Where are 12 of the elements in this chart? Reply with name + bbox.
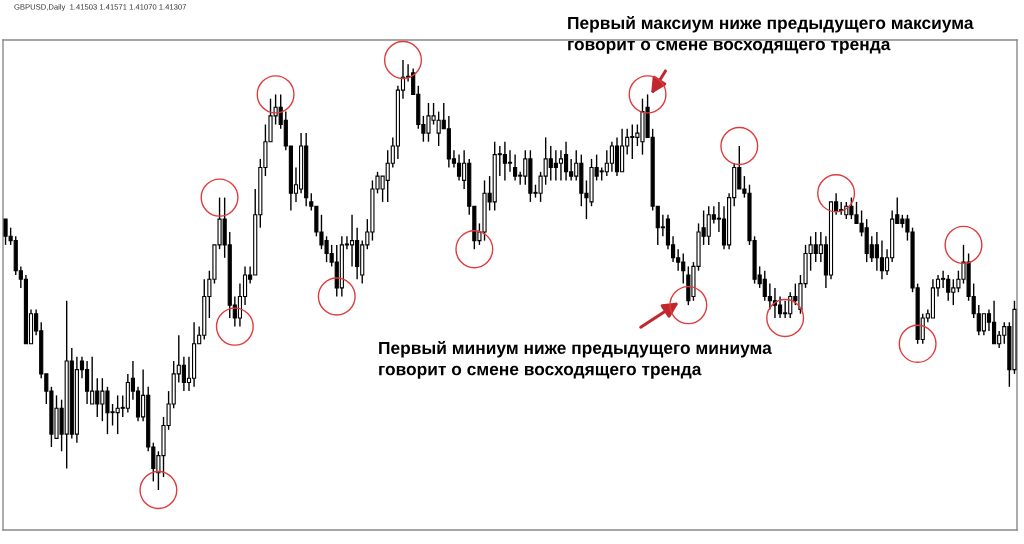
candlestick bbox=[879, 239, 885, 280]
candlestick bbox=[456, 153, 462, 182]
text: Первый максиум ниже предыдущего максиума говорит о смене восходящего тренда bbox=[568, 16, 974, 54]
candlestick bbox=[84, 360, 90, 405]
candlestick bbox=[349, 214, 355, 268]
candlestick bbox=[513, 153, 518, 182]
candlestick bbox=[507, 149, 513, 173]
candlestick bbox=[777, 295, 783, 319]
annotation: Первый миниум ниже предыдущего миниума говорит о смене восходящего тренда bbox=[379, 341, 772, 379]
candlestick bbox=[563, 141, 569, 182]
candlestick bbox=[991, 300, 997, 345]
candlestick bbox=[558, 149, 564, 182]
